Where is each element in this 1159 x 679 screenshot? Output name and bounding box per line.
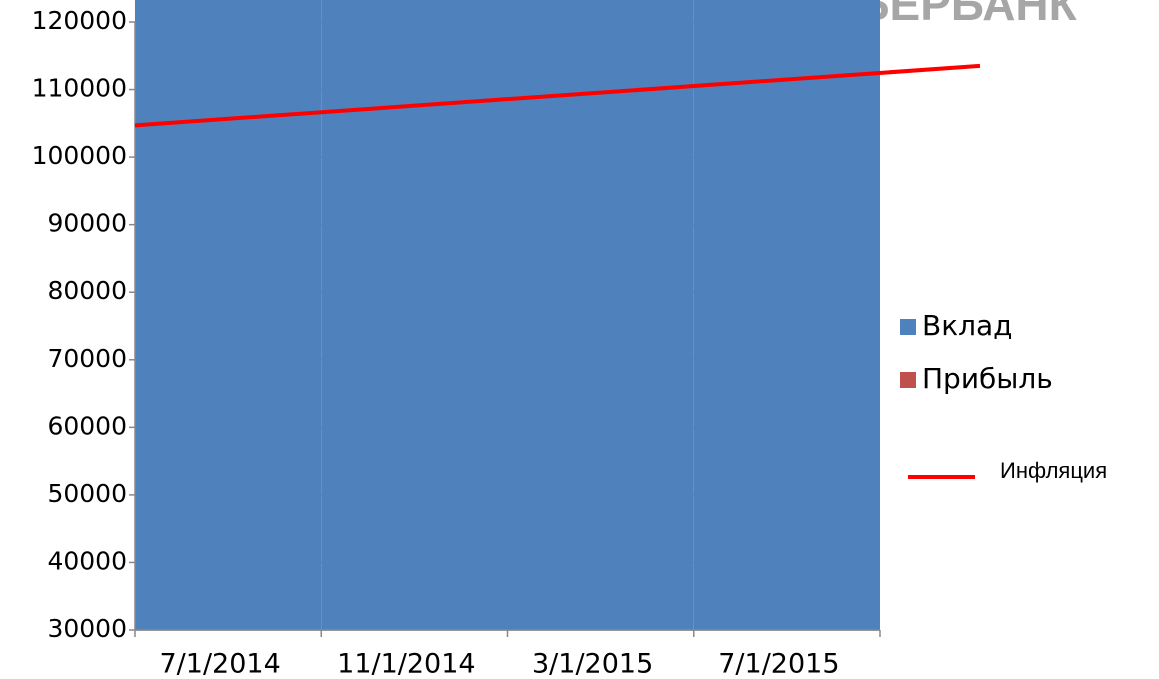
legend-swatch	[900, 319, 916, 335]
legend-label: Инфляция	[1000, 458, 1107, 483]
y-tick-label: 100000	[32, 141, 127, 170]
bar	[507, 0, 694, 630]
bar	[135, 0, 322, 630]
inflation-line	[134, 63, 981, 128]
y-tick-label: 80000	[47, 276, 127, 305]
y-tick-label: 50000	[47, 479, 127, 508]
bar	[693, 0, 880, 630]
y-tick-label: 90000	[47, 209, 127, 238]
y-tick-label: 30000	[47, 614, 127, 643]
y-tick-label: 120000	[32, 6, 127, 35]
bar	[321, 0, 508, 630]
x-tick-label: 7/1/2014	[159, 649, 280, 679]
y-tick-label: 60000	[47, 411, 127, 440]
x-tick-label: 3/1/2015	[532, 649, 653, 679]
y-tick-label: 70000	[47, 344, 127, 373]
y-tick-label: 40000	[47, 546, 127, 575]
y-tick-label: 110000	[32, 74, 127, 103]
legend-label: Прибыль	[922, 362, 1053, 395]
legend-label: Вклад	[922, 309, 1013, 342]
legend-swatch	[900, 372, 916, 388]
x-tick-label: 7/1/2015	[718, 649, 839, 679]
x-tick-label: 11/1/2014	[337, 649, 475, 679]
